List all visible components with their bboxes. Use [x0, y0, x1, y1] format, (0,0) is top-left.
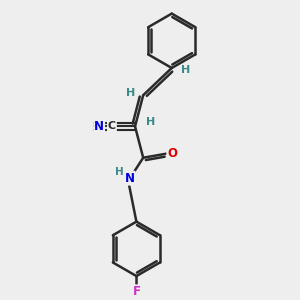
Text: H: H — [181, 65, 190, 75]
Text: C: C — [108, 122, 116, 131]
Text: N: N — [124, 172, 135, 184]
Text: H: H — [125, 88, 135, 98]
Text: N: N — [94, 120, 104, 133]
Text: H: H — [115, 167, 124, 177]
Text: F: F — [132, 285, 140, 298]
Text: O: O — [167, 147, 177, 160]
Text: H: H — [146, 117, 155, 128]
